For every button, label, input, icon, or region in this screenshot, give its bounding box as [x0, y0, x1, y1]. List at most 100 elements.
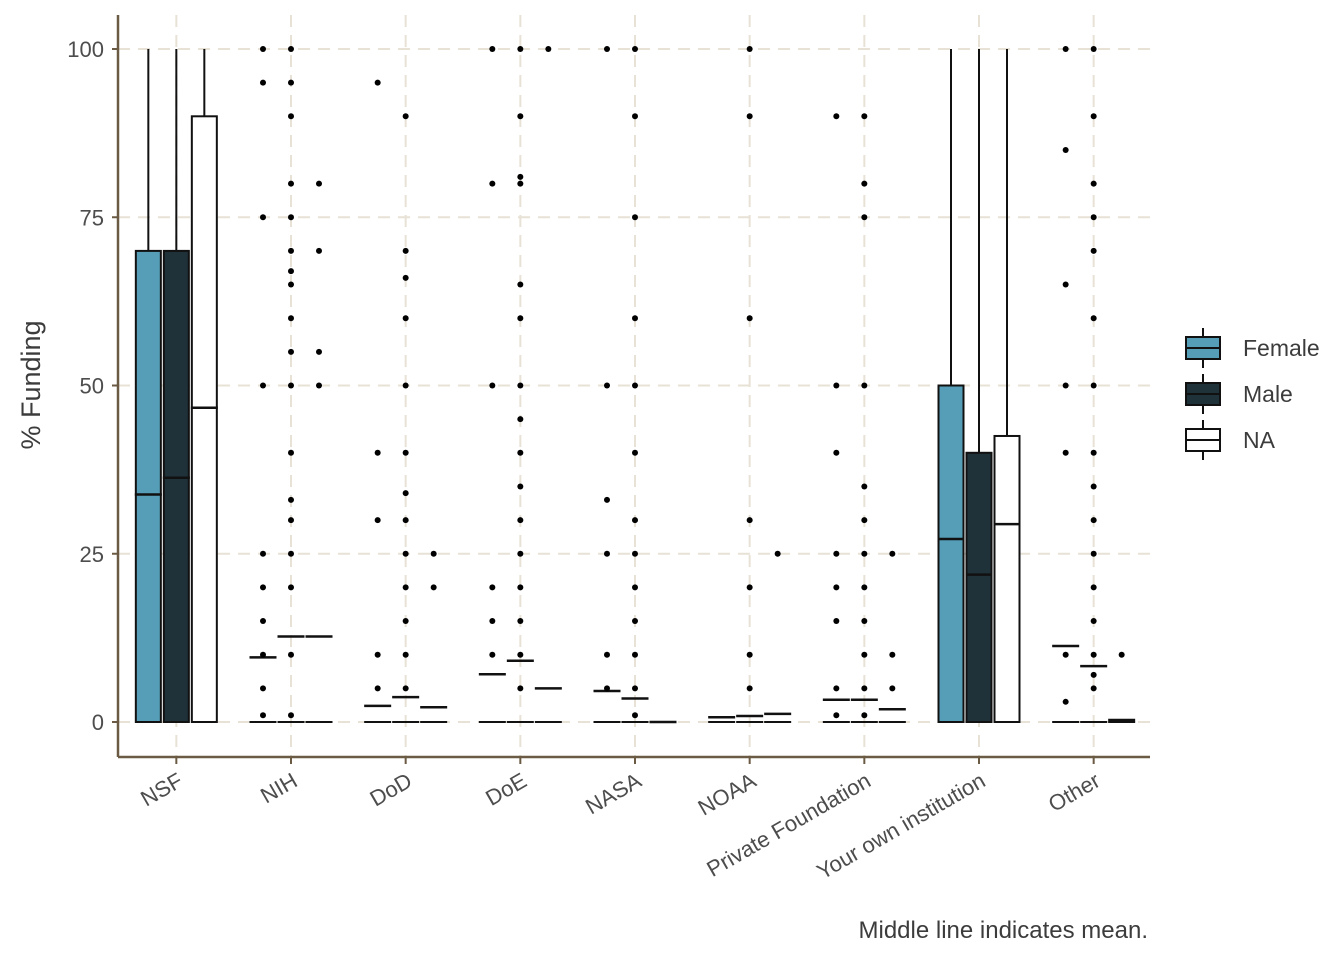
- outlier-point: [604, 651, 610, 658]
- outlier-point: [288, 281, 294, 288]
- box-female: [134, 49, 162, 723]
- outlier-point: [1090, 315, 1097, 322]
- outlier-point: [833, 550, 840, 557]
- outlier-point: [632, 214, 638, 221]
- box-body: [190, 115, 218, 724]
- outlier-point: [746, 685, 753, 692]
- box-female: [937, 49, 965, 723]
- box-female: [249, 46, 277, 723]
- outlier-point: [288, 315, 294, 322]
- outlier-point: [517, 449, 524, 456]
- x-tick-label: NOAA: [694, 768, 761, 821]
- outlier-point: [632, 315, 638, 322]
- outlier-point: [833, 712, 840, 719]
- outlier-point: [746, 517, 753, 524]
- outlier-point: [632, 449, 638, 456]
- outlier-point: [517, 685, 524, 692]
- outlier-point: [402, 449, 409, 456]
- outlier-point: [517, 46, 524, 52]
- box-na: [534, 46, 562, 723]
- chart-caption: Middle line indicates mean.: [859, 917, 1149, 944]
- legend-label: Female: [1243, 335, 1320, 361]
- outlier-point: [604, 496, 610, 503]
- outlier-point: [746, 315, 753, 322]
- outlier-point: [316, 382, 322, 389]
- outlier-point: [1090, 180, 1097, 187]
- outlier-point: [861, 550, 868, 557]
- legend-label: NA: [1243, 427, 1276, 453]
- outlier-point: [260, 618, 266, 625]
- outlier-point: [632, 517, 638, 524]
- outlier-point: [833, 685, 840, 692]
- legend-item-na: NA: [1185, 420, 1276, 460]
- box-female: [478, 46, 506, 723]
- outlier-point: [430, 584, 437, 591]
- box-female: [822, 113, 850, 723]
- x-tick-label: NIH: [256, 768, 301, 809]
- outlier-point: [1062, 698, 1069, 705]
- outlier-point: [632, 685, 638, 692]
- outlier-point: [288, 550, 294, 557]
- box-male: [162, 49, 190, 723]
- outlier-point: [260, 712, 266, 719]
- outlier-point: [833, 382, 840, 389]
- outlier-point: [861, 712, 868, 719]
- outlier-point: [746, 651, 753, 658]
- outlier-point: [1062, 146, 1069, 153]
- outlier-point: [517, 584, 524, 591]
- outlier-point: [260, 382, 266, 389]
- outlier-point: [402, 247, 409, 254]
- box-na: [878, 550, 906, 723]
- y-tick-label: 50: [80, 374, 104, 399]
- outlier-point: [604, 685, 610, 692]
- outlier-point: [517, 281, 524, 288]
- outlier-point: [517, 651, 524, 658]
- outlier-point: [1062, 449, 1069, 456]
- outlier-point: [632, 618, 638, 625]
- outlier-point: [889, 550, 896, 557]
- outlier-point: [260, 550, 266, 557]
- outlier-point: [861, 685, 868, 692]
- box-layer: [134, 46, 1136, 724]
- outlier-point: [1090, 651, 1097, 658]
- outlier-point: [288, 268, 294, 275]
- outlier-point: [288, 712, 294, 719]
- y-axis-title: % Funding: [16, 320, 46, 449]
- outlier-point: [1090, 46, 1097, 52]
- x-tick-label: Other: [1044, 768, 1104, 817]
- outlier-point: [632, 382, 638, 389]
- outlier-point: [632, 113, 638, 120]
- outlier-point: [288, 247, 294, 254]
- y-tick-label: 25: [80, 542, 104, 567]
- box-na: [764, 550, 792, 723]
- box-na: [993, 49, 1021, 723]
- outlier-point: [861, 113, 868, 120]
- outlier-point: [861, 214, 868, 221]
- outlier-point: [517, 382, 524, 389]
- outlier-point: [288, 214, 294, 221]
- outlier-point: [1090, 618, 1097, 625]
- outlier-point: [489, 180, 496, 187]
- box-na: [1108, 651, 1136, 723]
- outlier-point: [402, 584, 409, 591]
- outlier-point: [517, 416, 524, 423]
- box-female: [1052, 46, 1080, 723]
- box-body: [993, 434, 1021, 723]
- outlier-point: [632, 550, 638, 557]
- outlier-point: [1090, 517, 1097, 524]
- outlier-point: [517, 180, 524, 187]
- outlier-point: [288, 79, 294, 86]
- outlier-point: [402, 382, 409, 389]
- outlier-point: [402, 113, 409, 120]
- box-na: [305, 180, 333, 723]
- outlier-point: [260, 651, 266, 658]
- outlier-point: [288, 496, 294, 503]
- legend-label: Male: [1243, 381, 1293, 407]
- outlier-point: [316, 348, 322, 355]
- y-tick-label: 100: [67, 37, 104, 62]
- outlier-point: [604, 382, 610, 389]
- outlier-point: [746, 46, 753, 52]
- box-male: [621, 46, 649, 723]
- outlier-point: [861, 651, 868, 658]
